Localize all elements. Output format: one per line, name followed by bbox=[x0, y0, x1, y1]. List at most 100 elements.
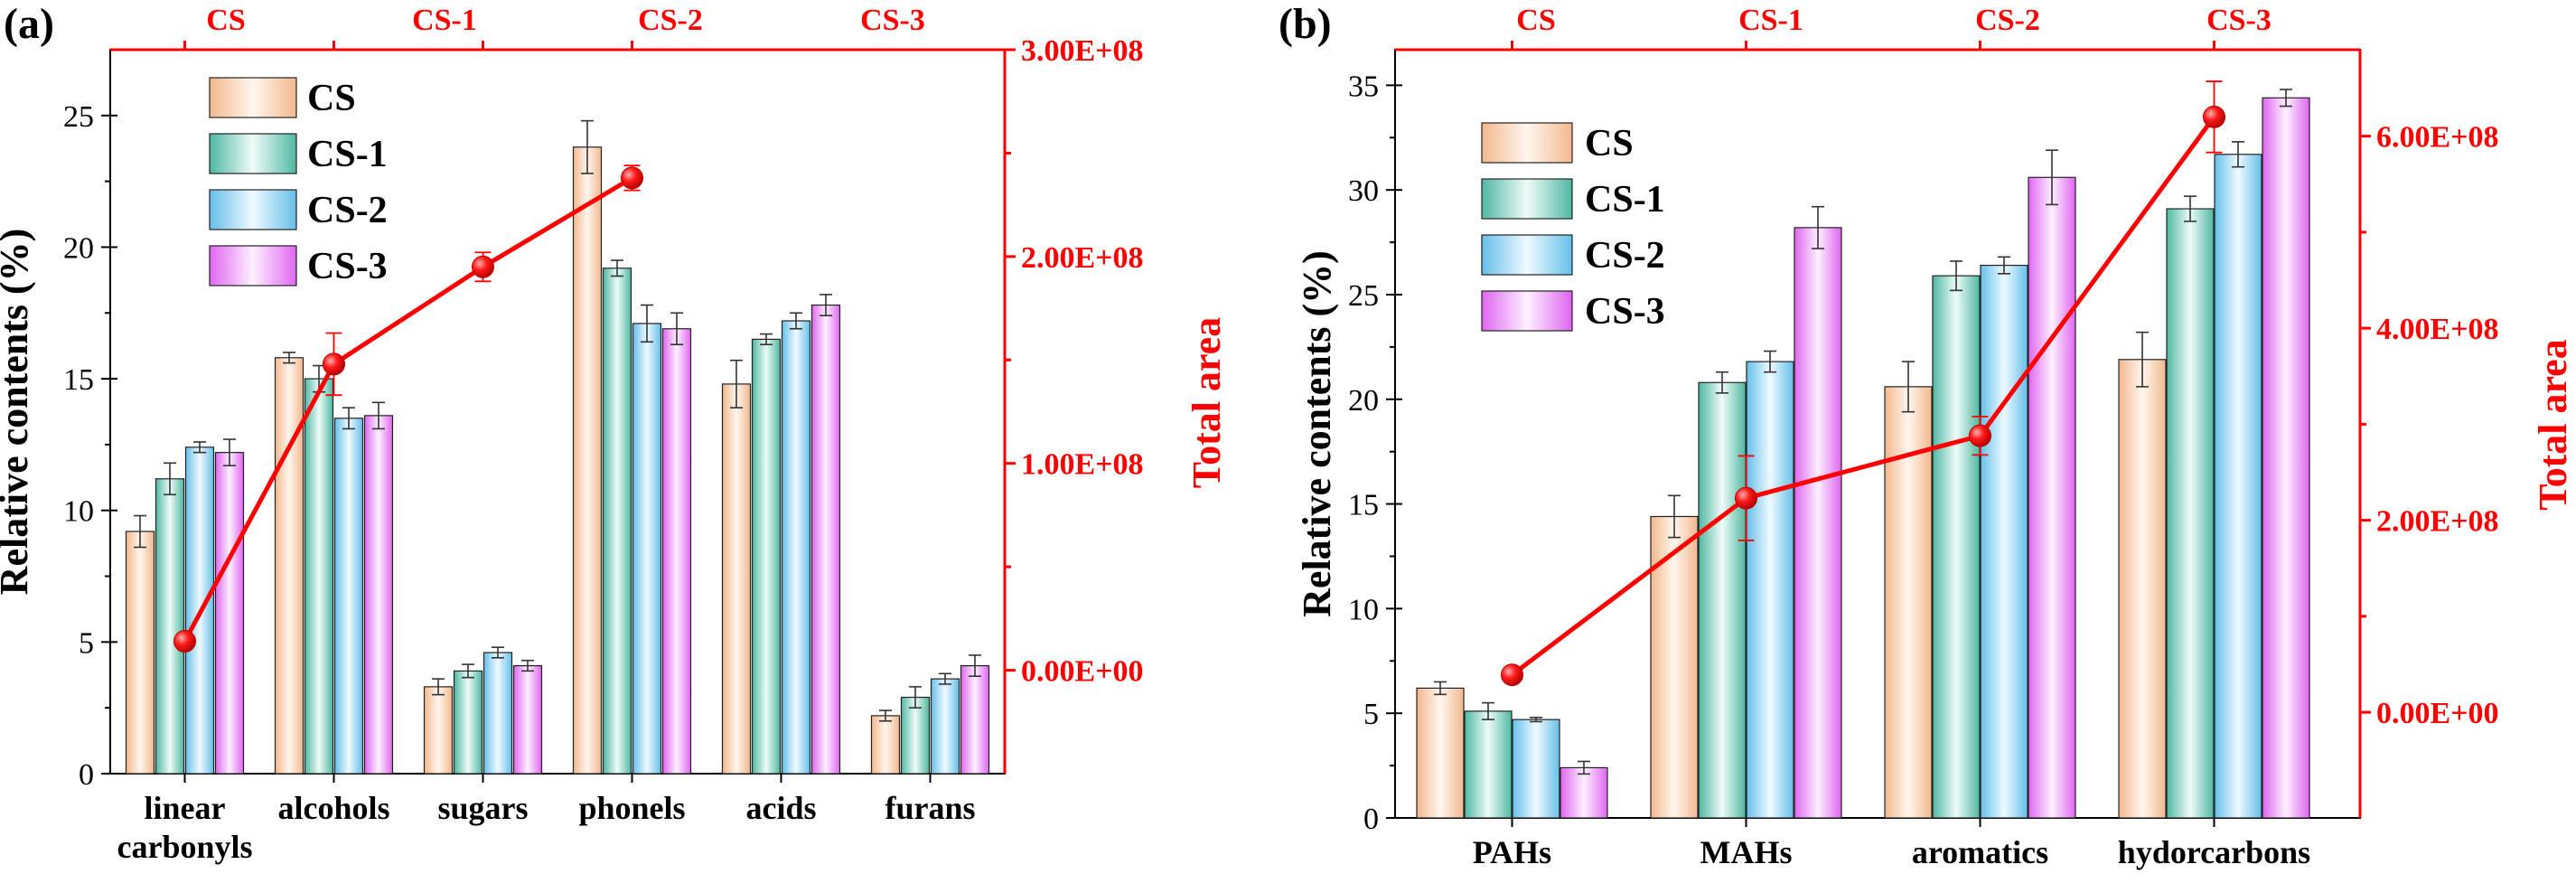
bar-cs-3-3 bbox=[2262, 97, 2310, 819]
bar-cs-2-2 bbox=[482, 652, 513, 775]
bar-cs-3 bbox=[572, 146, 603, 775]
legend-label: CS-1 bbox=[307, 134, 388, 175]
panel-label: (b) bbox=[1279, 0, 1332, 48]
legend-swatch-cs-1 bbox=[1481, 178, 1573, 220]
legend-swatch-cs-1 bbox=[209, 133, 297, 174]
top-axis-label: CS-3 bbox=[860, 4, 925, 37]
total-area-point-1 bbox=[1735, 486, 1757, 510]
bar-cs-3-4 bbox=[810, 304, 841, 775]
bar-cs-2-1 bbox=[333, 418, 364, 775]
bar-cs-1 bbox=[274, 357, 304, 775]
x-category-label: furans bbox=[885, 790, 975, 826]
total-area-point-2 bbox=[1969, 424, 1991, 447]
panel-a: 0 5 10 15 20 25 0.00E+00 1.00E+08 2.00E+08 3.00E+… bbox=[0, 0, 1229, 865]
y2-axis-title: Total area bbox=[1185, 317, 1229, 488]
bar-cs-3-2 bbox=[2028, 176, 2076, 819]
y-tick-label: 15 bbox=[1348, 489, 1379, 522]
top-axis-label: CS bbox=[1516, 4, 1555, 37]
bar-cs-3-2 bbox=[512, 664, 543, 775]
bar-cs-3-0 bbox=[1560, 766, 1608, 819]
total-area-point-0 bbox=[1501, 663, 1523, 687]
bar-cs-2 bbox=[423, 686, 454, 775]
y-axis-title: Relative contents (%) bbox=[1295, 250, 1339, 617]
bar-cs-5 bbox=[870, 715, 901, 775]
y2-tick-label: 4.00E+08 bbox=[2376, 313, 2499, 346]
top-axis-label: CS-2 bbox=[1975, 4, 2040, 37]
bar-cs-2-2 bbox=[1980, 264, 2028, 819]
legend-swatch-cs-3 bbox=[1481, 290, 1573, 332]
y-tick-label: 35 bbox=[1348, 70, 1379, 103]
legend-swatch-cs-2 bbox=[1481, 234, 1573, 276]
legend-swatch-cs-3 bbox=[209, 245, 297, 287]
bar-cs-3-0 bbox=[214, 452, 245, 775]
bar-cs-1-1 bbox=[304, 378, 334, 775]
y-tick-label: 30 bbox=[1348, 174, 1379, 208]
bar-cs-2-3 bbox=[2214, 154, 2262, 819]
bar-cs-1-0 bbox=[155, 478, 185, 775]
top-axis-label: CS bbox=[206, 4, 245, 37]
bar-cs-1-2 bbox=[1932, 275, 1981, 819]
y2-tick-label: 6.00E+08 bbox=[2376, 121, 2499, 155]
top-axis-label: CS-3 bbox=[2206, 4, 2272, 37]
legend-label: CS-2 bbox=[307, 190, 388, 231]
bar-cs-1 bbox=[1650, 515, 1699, 819]
x-category-label: MAHs bbox=[1700, 834, 1793, 870]
bar-cs-1-4 bbox=[751, 338, 782, 775]
bar-cs-2-1 bbox=[1746, 361, 1794, 819]
y2-tick-label: 2.00E+08 bbox=[2376, 505, 2499, 539]
y2-tick-label: 3.00E+08 bbox=[1021, 34, 1144, 68]
bar-cs-0 bbox=[1416, 687, 1465, 819]
y-tick-label: 0 bbox=[1363, 803, 1379, 836]
x-category-label: aromatics bbox=[1912, 834, 2048, 870]
bar-cs-2-5 bbox=[930, 678, 960, 775]
total-area-point-1 bbox=[323, 352, 345, 376]
legend-label: CS bbox=[1585, 123, 1634, 164]
y-tick-label: 25 bbox=[1348, 279, 1379, 313]
legend-swatch-cs-2 bbox=[209, 189, 297, 230]
legend-label: CS-3 bbox=[1585, 291, 1665, 333]
y-tick-label: 10 bbox=[63, 495, 94, 529]
bar-cs-2-0 bbox=[1512, 719, 1560, 819]
bar-cs-0 bbox=[125, 531, 155, 775]
x-category-label: hydorcarbons bbox=[2118, 834, 2310, 870]
legend-label: CS-1 bbox=[1585, 179, 1665, 221]
y-tick-label: 15 bbox=[63, 363, 94, 397]
x-category-label: linear bbox=[145, 790, 226, 826]
y2-tick-label: 0.00E+00 bbox=[1021, 655, 1144, 689]
panel-label: (a) bbox=[4, 0, 54, 48]
y-tick-label: 20 bbox=[1348, 384, 1379, 418]
total-area-point-3 bbox=[621, 166, 643, 190]
bar-cs-4 bbox=[721, 383, 752, 775]
x-category-label: PAHs bbox=[1473, 834, 1551, 870]
bar-cs-1-5 bbox=[900, 696, 931, 775]
bar-cs-1-0 bbox=[1464, 710, 1513, 819]
total-area-line bbox=[183, 175, 633, 643]
legend-label: CS-2 bbox=[1585, 235, 1665, 277]
bar-cs-1-2 bbox=[453, 670, 483, 775]
bar-cs-3-1 bbox=[363, 415, 394, 775]
y2-tick-label: 2.00E+08 bbox=[1021, 241, 1144, 275]
y-tick-label: 20 bbox=[63, 231, 94, 265]
legend-label: CS-3 bbox=[307, 246, 388, 287]
bar-cs-1-3 bbox=[2166, 208, 2215, 819]
bar-cs-3 bbox=[2118, 359, 2167, 819]
y-tick-label: 5 bbox=[79, 626, 94, 660]
top-axis-label: CS-1 bbox=[1738, 4, 1803, 37]
top-axis-label: CS-2 bbox=[638, 4, 703, 37]
legend-swatch-cs bbox=[209, 77, 297, 118]
y-tick-label: 0 bbox=[79, 758, 94, 792]
bar-cs-3-5 bbox=[960, 664, 990, 775]
total-area-point-2 bbox=[472, 255, 494, 278]
panel-b: 0 5 10 15 20 25 30 35 0.00E+00 2.00E+08 4.00E+08 6.… bbox=[1279, 0, 2575, 870]
bar-cs-1-3 bbox=[602, 268, 632, 775]
y2-tick-label: 1.00E+08 bbox=[1021, 448, 1144, 482]
y-tick-label: 5 bbox=[1363, 698, 1379, 731]
total-area-point-0 bbox=[173, 630, 196, 653]
legend-swatch-cs bbox=[1481, 122, 1573, 164]
x-category-label: alcohols bbox=[277, 790, 389, 826]
x-category-label: sugars bbox=[437, 790, 528, 826]
total-area-line bbox=[1510, 115, 2216, 677]
bar-cs-3-3 bbox=[661, 328, 692, 775]
y2-axis-title: Total area bbox=[2531, 339, 2575, 510]
